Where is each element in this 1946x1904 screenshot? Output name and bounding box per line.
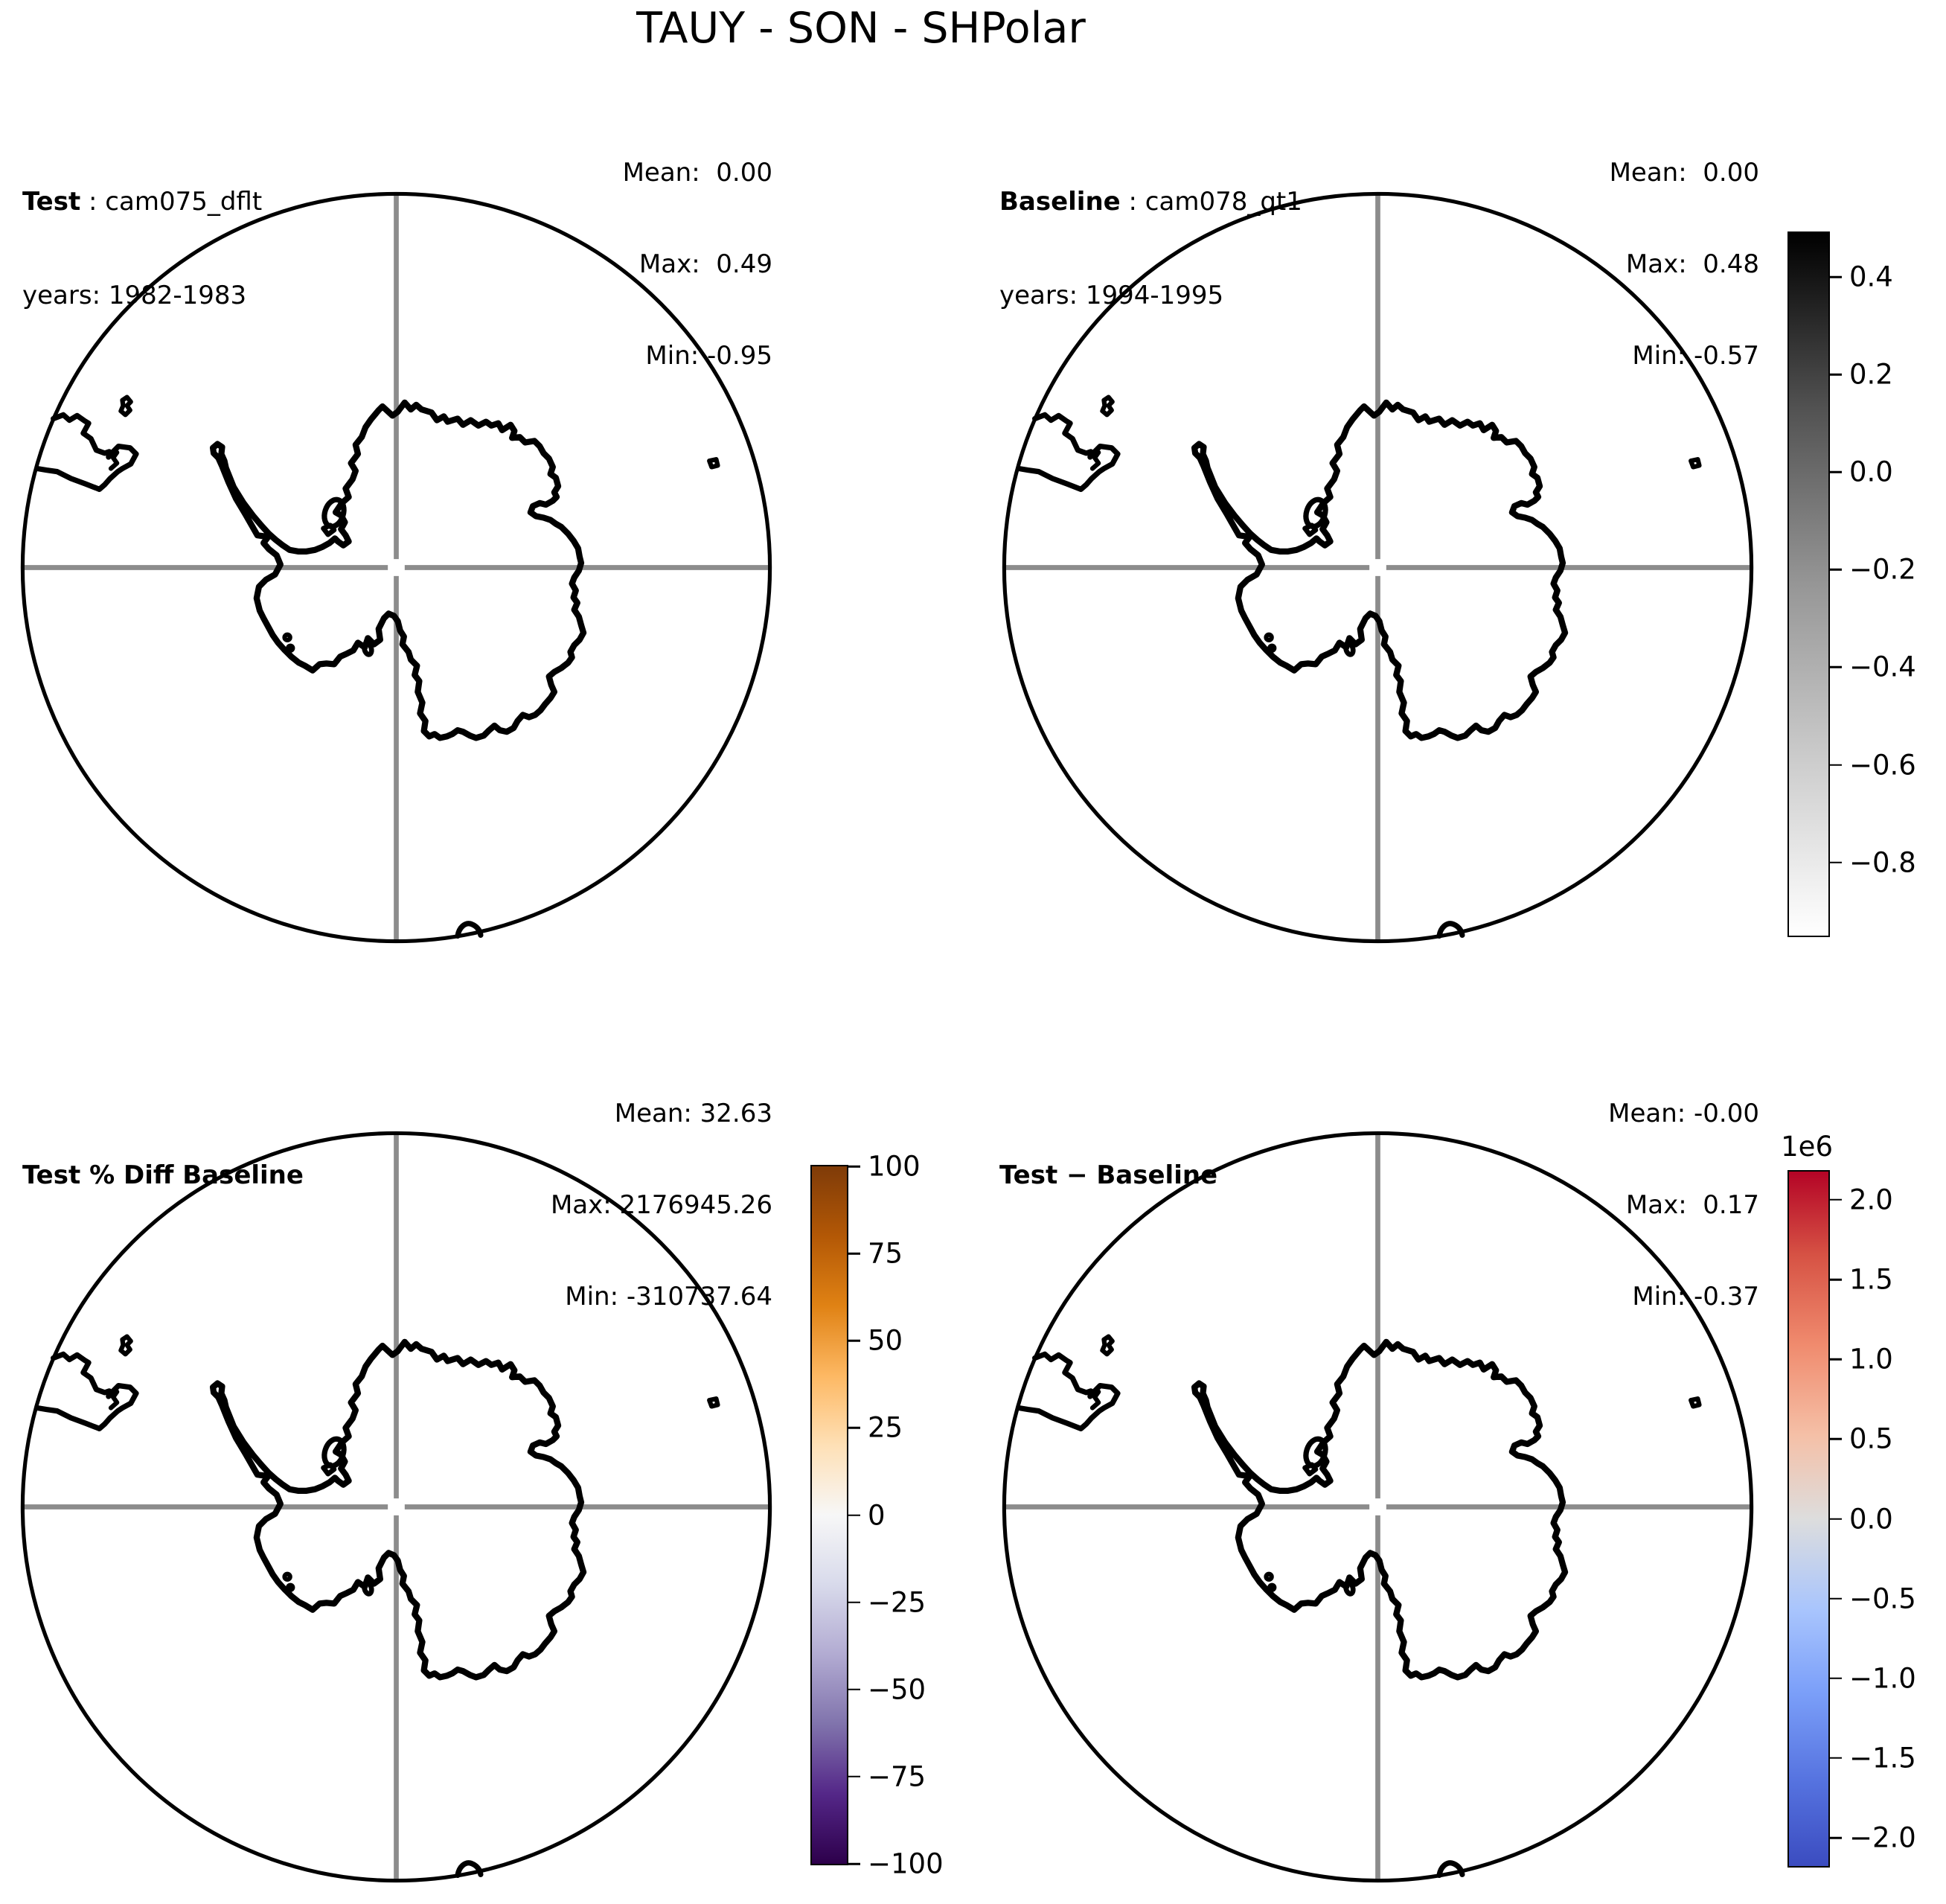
panel-stats-test: Mean: 0.00 Max: 0.49 Min: -0.95 [623,97,772,432]
stat-min: Min: -0.57 [1632,341,1759,371]
panel-label-bold: Test % Diff Baseline [22,1160,304,1190]
panel-label-line: Test − Baseline [999,1160,1217,1191]
colorbar-tick [847,1514,860,1516]
colorbar-grayscale: 0.4 0.2 0.0 −0.2 −0.4 −0.6 −0.8 [1787,231,1916,937]
panel-label-bold: Test [22,187,81,217]
panel-label-bold: Test − Baseline [999,1160,1218,1190]
colorbar-tick [1828,1198,1842,1201]
colorbar-tick-label: −2.0 [1849,1821,1916,1854]
colorbar-tick [1828,1836,1842,1839]
stat-max: Max: 0.49 [638,249,772,279]
colorbar-tick-label: −0.5 [1849,1582,1916,1615]
colorbar-tick-label: 0.0 [1849,1503,1893,1535]
panel-label-line: Test % Diff Baseline [22,1160,304,1191]
colorbar-tick-label: −0.8 [1849,846,1916,879]
stat-min: Min: -310737.64 [565,1282,772,1312]
stat-min: Min: -0.37 [1632,1282,1759,1312]
colorbar-tick-label: 25 [868,1411,903,1444]
colorbar-tick-label: −0.4 [1849,651,1916,683]
colorbar-tick [1828,1438,1842,1440]
colorbar-coolwarm: 1e6 2.0 1.5 1.0 0.5 0.0 −0.5 −1.0 −1.5 −2.0 [1781,1133,1916,1868]
colorbar-tick-label: 0.2 [1849,358,1893,391]
panel-stats-baseline: Mean: 0.00 Max: 0.48 Min: -0.57 [1610,97,1759,432]
colorbar-tick-label: −0.6 [1849,749,1916,782]
colorbar-tick-label: 1.0 [1849,1343,1893,1376]
stat-max: Max: 0.48 [1625,249,1759,279]
colorbar-tick-label: −25 [868,1586,926,1619]
panel-label-pct-diff: Test % Diff Baseline [22,1097,304,1253]
colorbar-tick-label: −75 [868,1760,926,1793]
colorbar-tick [1828,861,1842,863]
panel-stats-pct-diff: Mean: 32.63 Max: 2176945.26 Min: -310737… [551,1038,772,1373]
colorbar-tick-label: −0.2 [1849,553,1916,586]
colorbar-tick-label: 1.5 [1849,1263,1893,1296]
colorbar-tick-label: 0.5 [1849,1422,1893,1455]
colorbar-tick [1828,569,1842,571]
colorbar-offset-label: 1e6 [1781,1131,1833,1163]
stat-mean: Mean: 0.00 [622,158,772,188]
stat-max: Max: 2176945.26 [550,1190,772,1220]
panel-label-diff: Test − Baseline [999,1097,1217,1253]
colorbar-tick [847,1862,860,1865]
stat-mean: Mean: -0.00 [1608,1099,1759,1128]
colorbar-tick-label: −100 [868,1847,944,1880]
colorbar-tick [1828,666,1842,668]
panel-label-bold: Baseline [999,187,1121,217]
colorbar-tick-label: −1.5 [1849,1742,1916,1774]
stat-mean: Mean: 0.00 [1609,158,1759,188]
panel-label-case: : cam078_qt1 [1120,187,1302,217]
colorbar-tick [1828,275,1842,278]
colorbar-tick [1828,1358,1842,1361]
colorbar-tick [847,1601,860,1603]
colorbar-tick [847,1252,860,1255]
colorbar-tick-label: 2.0 [1849,1183,1893,1216]
colorbar-tick [847,1775,860,1778]
colorbar-puor: 100 75 50 25 0 −25 −50 −75 −100 [810,1153,944,1878]
panel-years: years: 1994-1995 [999,281,1224,310]
colorbar-tick [1828,1677,1842,1680]
panel-label-case: : cam075_dflt [80,187,263,217]
colorbar-tick [1828,764,1842,766]
colorbar-tick-label: −1.0 [1849,1662,1916,1695]
stat-mean: Mean: 32.63 [614,1099,772,1128]
colorbar-tick [1828,1757,1842,1760]
colorbar-tick-label: −50 [868,1673,926,1706]
colorbar-tick [847,1427,860,1429]
colorbar-tick [1828,1278,1842,1281]
colorbar-tick [847,1165,860,1168]
panel-label-line: Test : cam075_dflt [22,186,262,217]
colorbar-tick-label: 0 [868,1499,886,1531]
colorbar-tick [1828,373,1842,376]
colorbar-tick-label: 0.4 [1849,261,1893,293]
figure-title: TAUY - SON - SHPolar [636,4,1086,53]
panel-label-baseline: Baseline : cam078_qt1 years: 1994-1995 [999,124,1302,374]
stat-max: Max: 0.17 [1625,1190,1759,1220]
panel-label-test: Test : cam075_dflt years: 1982-1983 [22,124,262,374]
colorbar-tick [1828,470,1842,473]
colorbar-tick [847,1340,860,1342]
stat-min: Min: -0.95 [645,341,772,371]
panel-label-line: Baseline : cam078_qt1 [999,186,1302,217]
colorbar-tick-label: 0.0 [1849,456,1893,488]
colorbar-tick [1828,1518,1842,1520]
colorbar-tick [847,1688,860,1690]
panel-years: years: 1982-1983 [22,281,247,310]
colorbar-tick-label: 50 [868,1324,903,1357]
colorbar-tick-label: 100 [868,1150,921,1183]
colorbar-tick [1828,1597,1842,1600]
colorbar-tick-label: 75 [868,1237,903,1270]
panel-stats-diff: Mean: -0.00 Max: 0.17 Min: -0.37 [1608,1038,1759,1373]
